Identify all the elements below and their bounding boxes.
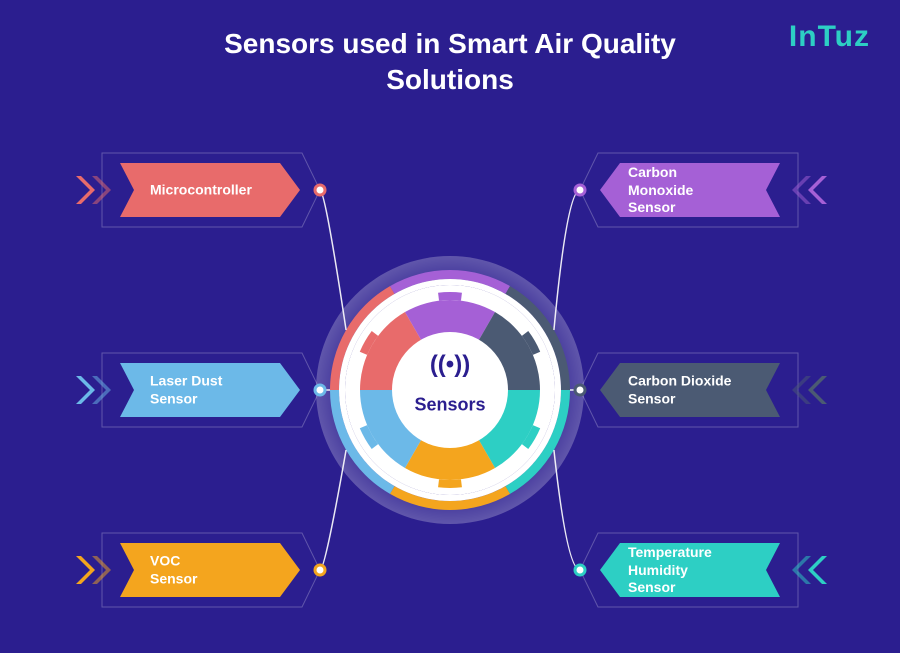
node-label-temp-hum: Temperature Humidity Sensor [628, 544, 758, 597]
node-label-co2: Carbon Dioxide Sensor [628, 373, 758, 408]
node-label-voc: VOC Sensor [150, 553, 280, 588]
node-label-laser-dust: Laser Dust Sensor [150, 373, 280, 408]
node-label-microcontroller: Microcontroller [150, 181, 280, 199]
hub-label: Sensors [414, 395, 485, 416]
broadcast-icon: ((•)) [430, 351, 470, 379]
diagram-canvas [0, 0, 900, 653]
node-label-co: Carbon Monoxide Sensor [628, 164, 758, 217]
